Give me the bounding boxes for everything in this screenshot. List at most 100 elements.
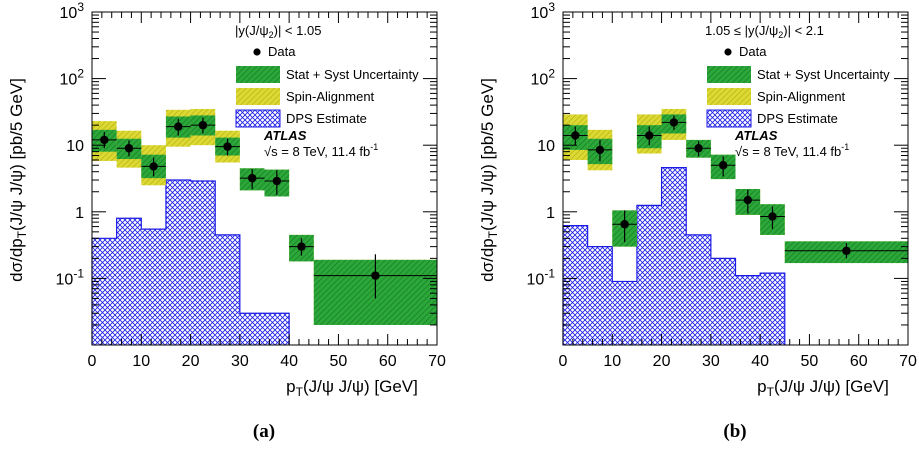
- data-point: [595, 145, 605, 155]
- panel-b-atlas: ATLAS: [734, 128, 778, 143]
- x-tick-label: 10: [603, 353, 621, 370]
- data-point: [100, 135, 109, 145]
- y-tick-label: 102: [531, 67, 556, 89]
- y-tick-label: 103: [60, 0, 85, 22]
- panel-a-label: (a): [253, 421, 275, 442]
- panel-b-energy: √s = 8 TeV, 11.4 fb-1: [735, 142, 849, 159]
- dps-bin: [141, 229, 166, 345]
- x-tick-label: 50: [330, 353, 348, 370]
- legend-data-label: Data: [268, 44, 296, 59]
- x-tick-label: 70: [899, 353, 917, 370]
- panel-a-ticks: 0 10 20 30 40 50 60 70 10-1 1 10 102 103: [56, 0, 446, 370]
- x-tick-label: 20: [653, 353, 671, 370]
- panel-b: 0 10 20 30 40 50 60 70 10-1 1 10 102 103 dσ/dpT(J/ψ …: [478, 0, 917, 442]
- legend-stat-syst-swatch: [707, 66, 751, 83]
- x-tick-label: 50: [801, 353, 819, 370]
- dps-bin: [92, 238, 117, 345]
- data-point: [768, 212, 777, 221]
- dps-bin: [264, 313, 290, 345]
- x-tick-label: 20: [182, 353, 200, 370]
- data-point: [223, 142, 232, 151]
- panel-a: 0 10 20 30 40 50 60 70 10-1 1 10 102 103 dσ/dpT(J/ψ …: [7, 0, 446, 442]
- y-tick-label: 10: [66, 138, 84, 155]
- data-point: [124, 144, 134, 153]
- panel-a-xlabel: pT(J/ψ J/ψ) [GeV]: [286, 377, 418, 399]
- data-point: [571, 131, 580, 140]
- panel-a-ylabel: dσ/dpT(J/ψ J/ψ) [pb/5 GeV]: [7, 78, 29, 282]
- panel-b-frame: [562, 11, 909, 346]
- panel-b-label: (b): [723, 421, 746, 442]
- legend-spin-swatch: [236, 88, 280, 105]
- x-tick-label: 40: [280, 353, 298, 370]
- legend-spin-label: Spin-Alignment: [757, 89, 846, 104]
- legend-spin-label: Spin-Alignment: [286, 89, 375, 104]
- y-tick-label: 103: [531, 0, 556, 22]
- legend-data-label: Data: [739, 44, 767, 59]
- data-point: [149, 162, 158, 171]
- x-tick-label: 30: [702, 353, 720, 370]
- dps-bin: [636, 205, 662, 345]
- x-tick-label: 70: [428, 353, 446, 370]
- panel-a-legend: |y(J/ψ2)| < 1.05 Data Stat + Syst Uncert…: [235, 23, 419, 159]
- dps-bin: [239, 313, 265, 345]
- legend-data-marker: [253, 48, 261, 56]
- panel-a-frame: [91, 11, 438, 346]
- data-point: [645, 131, 654, 140]
- legend-dps-swatch: [235, 109, 281, 128]
- legend-data-marker: [724, 48, 732, 56]
- dps-bin: [710, 258, 736, 345]
- x-tick-label: 60: [850, 353, 868, 370]
- legend-stat-syst-swatch: [236, 66, 280, 83]
- panel-a-marks: [91, 108, 437, 345]
- dps-bin: [760, 273, 785, 345]
- legend-stat-syst-label: Stat + Syst Uncertainty: [286, 67, 419, 82]
- panel-a-selection: |y(J/ψ2)| < 1.05: [235, 23, 321, 40]
- data-point: [669, 118, 679, 127]
- y-tick-label: 102: [60, 67, 85, 89]
- legend-spin-swatch: [707, 88, 751, 105]
- data-point: [174, 122, 183, 131]
- dps-bin: [735, 275, 761, 345]
- data-point: [371, 271, 380, 280]
- panel-b-ylabel: dσ/dpT(J/ψ J/ψ) [pb/5 GeV]: [478, 78, 500, 282]
- dps-bin: [116, 218, 142, 345]
- y-tick-label: 10: [537, 138, 555, 155]
- x-tick-label: 10: [132, 353, 150, 370]
- legend-stat-syst-label: Stat + Syst Uncertainty: [757, 67, 890, 82]
- data-point: [297, 242, 306, 251]
- x-tick-label: 30: [231, 353, 249, 370]
- data-point: [620, 220, 629, 229]
- dps-bin: [215, 234, 240, 345]
- data-point: [247, 173, 257, 183]
- x-tick-label: 40: [751, 353, 769, 370]
- panel-b-xlabel: pT(J/ψ J/ψ) [GeV]: [757, 377, 889, 399]
- legend-dps-swatch: [706, 109, 752, 128]
- legend-dps-label: DPS Estimate: [757, 111, 838, 126]
- y-tick-label: 1: [546, 205, 555, 222]
- data-point: [842, 246, 851, 255]
- data-point: [198, 120, 208, 130]
- data-point: [718, 161, 728, 170]
- x-tick-label: 0: [88, 353, 97, 370]
- panel-a-energy: √s = 8 TeV, 11.4 fb-1: [264, 142, 378, 159]
- panel-b-legend: 1.05 ≤ |y(J/ψ2)| < 2.1 Data Stat + Syst …: [705, 23, 890, 159]
- x-tick-label: 0: [559, 353, 568, 370]
- legend-dps-label: DPS Estimate: [286, 111, 367, 126]
- dps-bin: [190, 181, 216, 345]
- y-tick-label: 10-1: [56, 266, 85, 288]
- data-point: [743, 195, 753, 205]
- dps-bin: [587, 246, 613, 345]
- y-tick-label: 1: [75, 205, 84, 222]
- panel-b-marks: [562, 108, 908, 345]
- panel-a-atlas: ATLAS: [263, 128, 307, 143]
- dps-bin: [165, 180, 191, 345]
- dps-bin: [612, 281, 637, 345]
- y-tick-label: 10-1: [527, 266, 556, 288]
- dps-outline: [562, 167, 786, 345]
- dps-bin: [686, 234, 711, 345]
- data-point: [694, 144, 703, 153]
- x-tick-label: 60: [379, 353, 397, 370]
- dps-outline: [91, 179, 290, 345]
